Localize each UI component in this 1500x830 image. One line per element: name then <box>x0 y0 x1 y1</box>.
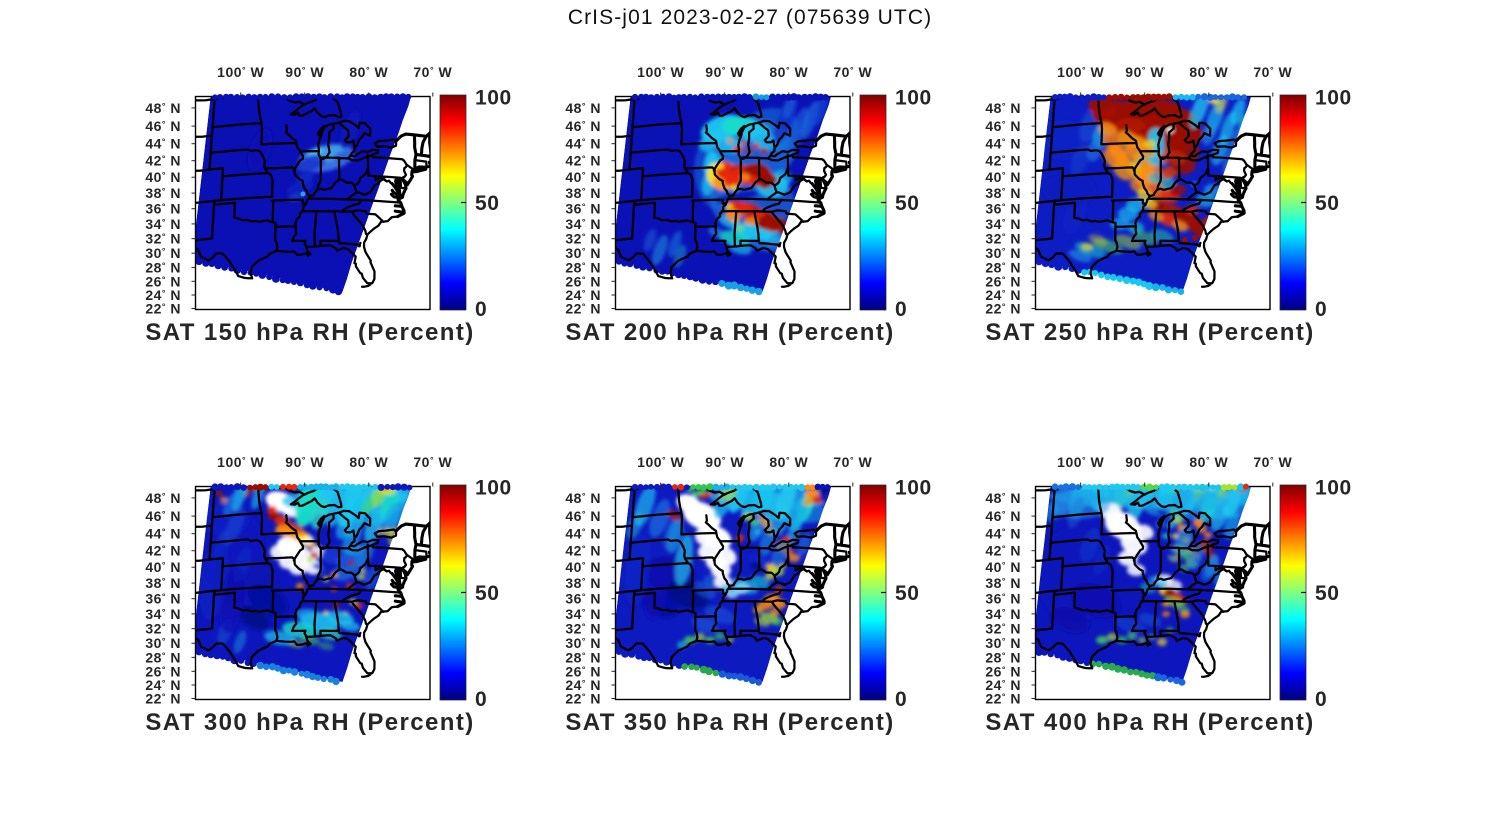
svg-text:SAT 400 hPa RH (Percent): SAT 400 hPa RH (Percent) <box>985 709 1314 736</box>
svg-text:SAT 300 hPa RH (Percent): SAT 300 hPa RH (Percent) <box>145 709 474 736</box>
svg-text:SAT 200 hPa RH (Percent): SAT 200 hPa RH (Percent) <box>565 319 894 346</box>
svg-text:SAT 250 hPa RH (Percent): SAT 250 hPa RH (Percent) <box>985 319 1314 346</box>
svg-text:CrIS-j01 2023-02-27 (075639 UT: CrIS-j01 2023-02-27 (075639 UTC) <box>568 6 932 29</box>
svg-text:SAT 150 hPa RH (Percent): SAT 150 hPa RH (Percent) <box>145 319 474 346</box>
svg-text:SAT 350 hPa RH (Percent): SAT 350 hPa RH (Percent) <box>565 709 894 736</box>
